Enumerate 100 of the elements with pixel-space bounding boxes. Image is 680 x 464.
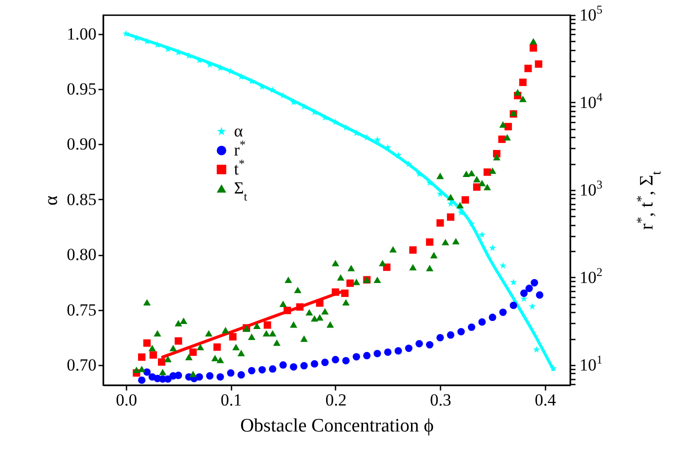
point [321, 358, 329, 366]
point [174, 372, 182, 380]
y-tick-label: 0.95 [66, 80, 96, 98]
point [519, 78, 527, 86]
y-tick-label: 0.90 [66, 134, 96, 154]
point [426, 238, 434, 246]
y2-tick-label: 10$^{5}$ [580, 2, 602, 24]
point [352, 129, 360, 136]
point [384, 348, 392, 356]
point [374, 136, 381, 143]
y-tick-label: 0.80 [66, 245, 96, 264]
point [216, 64, 224, 72]
y2-tick-label: 10$^{3}$ [580, 177, 602, 200]
point [258, 366, 266, 374]
point [138, 353, 146, 361]
point [122, 30, 130, 37]
point [457, 328, 465, 336]
point [426, 179, 434, 186]
point [290, 363, 298, 371]
point [498, 136, 506, 143]
x-tick-label: 0.2 [325, 390, 347, 410]
point [510, 302, 518, 310]
point [143, 339, 151, 347]
point [504, 122, 512, 130]
y-tick-label: 0.85 [66, 190, 96, 209]
point [530, 279, 538, 286]
point [484, 168, 491, 176]
point [310, 108, 318, 116]
point [499, 308, 507, 316]
y2-tick-label: 10$^{4}$ [580, 90, 602, 112]
point [264, 321, 272, 329]
point [229, 333, 237, 340]
point [341, 290, 349, 297]
point [342, 356, 350, 364]
point [416, 340, 423, 348]
point [525, 284, 533, 292]
point [528, 302, 536, 310]
point [394, 347, 402, 355]
x-axis-title: Obstacle Concentration ϕ [240, 416, 434, 436]
y2-tick-label: 10$^{1}$ [580, 352, 602, 374]
y-tick-label: 0.75 [66, 300, 96, 320]
point [409, 246, 417, 254]
point [363, 352, 371, 360]
point [446, 213, 454, 221]
point [248, 366, 256, 374]
point [488, 314, 496, 322]
point [416, 170, 423, 178]
point [534, 60, 542, 68]
point [158, 358, 166, 366]
point [488, 244, 496, 252]
point [532, 346, 540, 353]
point [374, 350, 382, 358]
point [426, 341, 434, 348]
x-tick-label: 0.3 [430, 390, 452, 410]
point [436, 334, 444, 342]
x-tick-label: 0.1 [220, 390, 242, 410]
point [238, 371, 245, 379]
point [300, 102, 308, 110]
point [284, 306, 291, 314]
legend-label: t$^{*}$ [234, 156, 245, 178]
point [174, 337, 182, 345]
point [189, 348, 197, 356]
point [279, 361, 287, 369]
point [332, 288, 340, 296]
legend-label: Σ$_{t}$ [234, 178, 248, 204]
point [227, 369, 234, 377]
point [138, 376, 146, 384]
point [346, 279, 354, 287]
point [238, 73, 245, 80]
point [446, 331, 454, 339]
point [213, 343, 221, 351]
y-tick-label: 1.00 [66, 24, 96, 44]
point [520, 290, 528, 297]
point [143, 368, 151, 376]
point [478, 318, 486, 326]
point [462, 196, 469, 204]
legend-label: α [234, 122, 243, 140]
point [310, 360, 318, 368]
point [164, 46, 172, 52]
point [510, 278, 517, 286]
point [216, 373, 224, 381]
point [321, 114, 329, 121]
point [300, 362, 308, 370]
y2-tick-label: 10$^{2}$ [580, 264, 602, 287]
point [468, 324, 476, 331]
point [296, 303, 304, 311]
point [196, 373, 204, 381]
point [268, 365, 276, 373]
point [206, 372, 214, 380]
point [143, 38, 151, 45]
y-tick-label: 0.70 [66, 356, 96, 375]
point [150, 351, 157, 359]
point [384, 144, 392, 151]
x-tick-label: 0.4 [534, 390, 556, 410]
point [499, 262, 507, 269]
point [524, 64, 532, 72]
point [164, 375, 172, 383]
point [550, 364, 557, 372]
point [316, 299, 324, 307]
point [468, 220, 476, 227]
